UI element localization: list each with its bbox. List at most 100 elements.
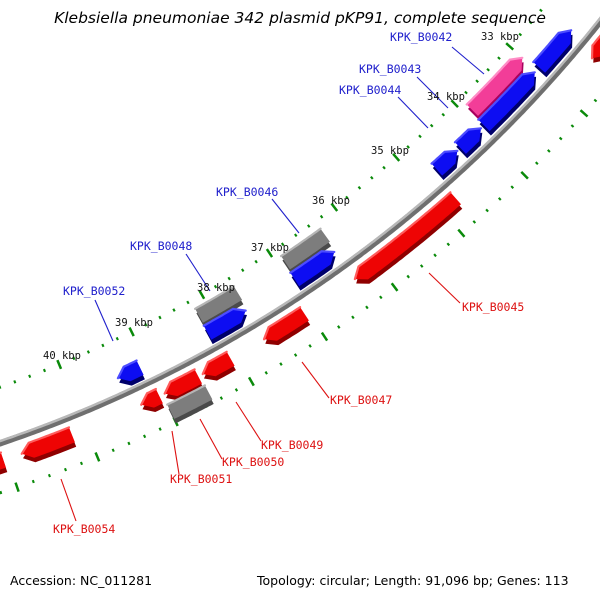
tick-mark-minor [429,123,434,128]
gene-feature-bevel [590,34,600,60]
tick-mark-minor [307,224,311,228]
gene-label: KPK_B0051 [170,472,232,486]
gene-feature-KPK_B0045-bevel [353,191,452,281]
tick-mark-minor [115,336,119,341]
tick-mark-minor [42,368,47,373]
tick-mark-minor [234,388,239,392]
tick-mark-minor [497,56,501,60]
tick-mark-minor [31,479,35,484]
gene-feature-KPK_B0046-bevel [280,227,322,258]
gene-leader-line [397,96,429,129]
gene-label: KPK_B0043 [359,62,421,76]
tick-mark-minor [219,396,224,400]
tick-mark-major [505,42,515,51]
kbp-tick-label: 33 kbp [481,31,519,43]
gene-feature-KPK_B0043 [454,128,481,154]
tick-mark-minor [464,90,468,95]
tick-mark-major [450,99,459,108]
tick-mark-minor [379,295,383,300]
tick-mark-minor [227,276,231,281]
tick-mark-minor [293,353,298,357]
gene-feature-KPK_B0042 [466,57,523,116]
tick-mark-major [392,152,401,162]
tick-mark-minor [570,124,575,128]
tick-mark-minor [382,165,386,170]
tick-mark-minor [518,32,523,37]
tick-mark-minor [406,145,410,149]
tick-mark-minor [475,79,479,84]
tick-mark-minor [351,315,355,320]
tick-mark-minor [158,427,162,431]
tick-mark-minor [0,490,3,495]
tick-mark-minor [547,149,551,153]
tick-mark-minor [419,264,424,268]
tick-mark-minor [534,161,539,165]
gene-label: KPK_B0045 [462,300,524,314]
tick-mark-minor [370,175,374,180]
tick-mark-major [198,289,206,300]
gene-leader-line [199,418,223,460]
tick-mark-minor [418,134,422,139]
tick-mark-major [390,282,399,292]
tick-mark-minor [345,195,349,200]
tick-mark-major [56,359,63,370]
gene-leader-line [416,76,449,109]
tick-mark-minor [241,268,245,273]
kbp-tick-label: 36 kbp [312,195,350,207]
gene-feature [203,308,246,340]
footer-topology: Topology: circular; Length: 91,096 bp; G… [257,573,569,588]
tick-mark-major [247,376,255,387]
gene-leader-line [451,46,485,75]
tick-mark-minor [144,322,148,327]
kbp-tick-label: 39 kbp [115,317,153,329]
gene-feature-KPK_B0051-bevel [140,387,157,406]
kbp-tick-label: 34 kbp [427,91,465,103]
tick-mark-major [320,331,329,342]
gene-label: KPK_B0049 [261,438,323,452]
gene-feature-bevel [289,250,336,274]
tick-mark-minor [13,380,17,384]
gene-leader-line [171,430,180,475]
gene-label: KPK_B0054 [53,522,115,536]
kbp-tick-label: 40 kbp [43,350,81,362]
gene-leader-line [271,198,300,234]
tick-mark-minor [593,98,598,103]
gene-leader-line [428,272,461,304]
tick-mark-minor [319,214,324,219]
tick-mark-minor [63,467,68,472]
tick-mark-major [14,482,20,493]
tick-mark-minor [264,371,268,375]
gene-feature-bevel [163,368,196,395]
gene-leader-line [60,478,77,522]
tick-mark-minor [143,434,147,439]
tick-mark-minor [357,185,362,190]
tick-mark-minor [172,308,176,312]
tick-mark-minor [47,473,51,478]
tick-mark-minor [254,259,258,264]
tick-mark-minor [127,441,131,446]
backbone-arc-highlight [0,16,600,443]
gene-leader-line [301,361,330,399]
gene-leader-line [94,299,114,342]
tick-mark-minor [497,197,502,201]
gene-feature [164,369,202,397]
gene-feature [290,251,335,287]
gene-label: KPK_B0047 [330,393,392,407]
tick-mark-major [94,452,101,462]
tick-mark-minor [86,350,90,354]
tick-mark-minor [101,343,105,348]
gene-feature-KPK_B0046 [281,228,330,270]
gene-feature-KPK_B0052-bevel [116,359,138,380]
gene-feature [478,72,535,132]
gene-feature-KPK_B0049-bevel [201,350,228,376]
gene-feature-KPK_B0054-bevel [20,426,71,455]
tick-mark-minor [28,374,32,379]
gene-leader-line [185,253,211,292]
gene-feature-KPK_B0050-bevel [166,384,206,406]
tick-mark-minor [294,233,298,238]
tick-mark-minor [486,67,490,72]
gene-leader-line [235,401,262,442]
gene-feature-bevel [202,307,247,327]
gene-feature-KPK_B0047 [264,307,309,341]
kbp-tick-label: 35 kbp [371,145,409,157]
